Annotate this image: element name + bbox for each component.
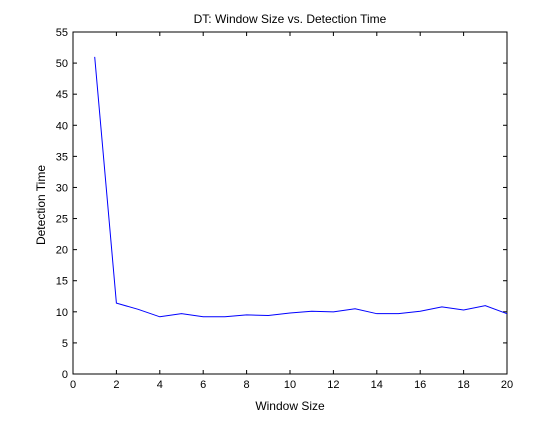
y-tick-label: 0 (62, 369, 68, 381)
y-tick-label: 50 (56, 58, 68, 70)
y-tick-label: 35 (56, 151, 68, 163)
x-tick-label: 10 (284, 379, 296, 391)
x-tick-label: 0 (70, 379, 76, 391)
x-tick-label: 8 (244, 379, 250, 391)
y-tick-label: 25 (56, 214, 68, 226)
x-tick-label: 18 (457, 379, 469, 391)
x-tick-label: 14 (371, 379, 383, 391)
plot-area: 0 2 4 6 8 10 12 14 16 18 20 0 5 10 15 20 25 30 35 40 45 50 55 (56, 27, 513, 391)
chart-title: DT: Window Size vs. Detection Time (194, 12, 387, 26)
x-tick-label: 16 (414, 379, 426, 391)
y-axis-label: Detection Time (34, 165, 48, 245)
x-tick-label: 4 (157, 379, 163, 391)
y-tick-label: 40 (56, 120, 68, 132)
x-tick-label: 6 (200, 379, 206, 391)
plot-frame (72, 31, 508, 375)
x-axis-label: Window Size (255, 399, 325, 413)
y-tick-label: 55 (56, 27, 68, 39)
x-tick-label: 2 (113, 379, 119, 391)
y-tick-label: 10 (56, 307, 68, 319)
y-tick-label: 20 (56, 245, 68, 257)
y-tick-label: 45 (56, 89, 68, 101)
y-tick-label: 30 (56, 182, 68, 194)
series-line (94, 56, 508, 318)
y-tick-label: 5 (62, 338, 68, 350)
x-tick-label: 12 (327, 379, 339, 391)
y-tick-label: 15 (56, 276, 68, 288)
x-tick-label: 20 (501, 379, 513, 391)
